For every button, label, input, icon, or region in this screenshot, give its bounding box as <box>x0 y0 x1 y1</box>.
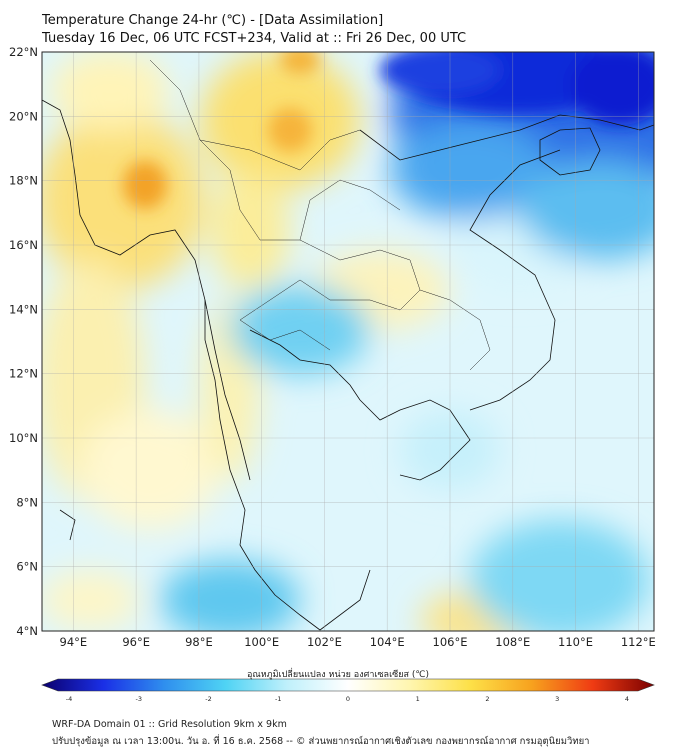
lat-tick-label: 8°N <box>16 495 38 509</box>
lon-tick-label: 112°E <box>621 635 656 649</box>
lon-tick-label: 108°E <box>495 635 530 649</box>
coastlines <box>42 99 654 631</box>
colorbar-tick-label: 1 <box>416 695 420 703</box>
lon-tick-label: 104°E <box>370 635 405 649</box>
colorbar: -4 -3 -2 -1 0 1 2 3 4 <box>41 678 655 703</box>
lat-tick-label: 10°N <box>9 431 38 445</box>
footer-model-info: WRF-DA Domain 01 :: Grid Resolution 9km … <box>52 719 287 730</box>
lon-tick-label: 96°E <box>122 635 150 649</box>
colorbar-tick-label: 2 <box>485 695 489 703</box>
admin-borders <box>149 59 491 371</box>
lat-tick-label: 14°N <box>9 302 38 316</box>
lon-tick-label: 100°E <box>244 635 279 649</box>
chart-subtitle: Tuesday 16 Dec, 06 UTC FCST+234, Valid a… <box>42 31 467 46</box>
lon-tick-label: 94°E <box>60 635 88 649</box>
lat-tick-label: 12°N <box>9 367 38 381</box>
colorbar-tick-label: -2 <box>205 695 211 703</box>
lat-tick-label: 4°N <box>16 624 38 638</box>
lat-tick-label: 16°N <box>9 238 38 252</box>
lat-tick-label: 6°N <box>16 560 38 574</box>
colorbar-title: อุณหภูมิเปลี่ยนแปลง หน่วย องศาเซลเซียส (… <box>246 670 430 680</box>
colorbar-tick-label: -1 <box>275 695 281 703</box>
colorbar-tick-label: -4 <box>66 695 72 703</box>
chart-title: Temperature Change 24-hr (℃) - [Data Ass… <box>42 13 384 28</box>
lon-tick-label: 106°E <box>433 635 468 649</box>
lat-tick-label: 18°N <box>9 174 38 188</box>
gridlines <box>42 52 654 631</box>
colorbar-tick-label: 3 <box>555 695 559 703</box>
temperature-field <box>42 52 654 631</box>
lat-tick-label: 22°N <box>9 45 38 59</box>
lat-tick-label: 20°N <box>9 109 38 123</box>
lon-tick-label: 110°E <box>558 635 593 649</box>
footer-credit: ปรับปรุงข้อมูล ณ เวลา 13:00น. วัน อ. ที่… <box>52 736 590 747</box>
colorbar-tick-label: 0 <box>346 695 350 703</box>
colorbar-tick-label: -3 <box>136 695 142 703</box>
lon-tick-label: 102°E <box>307 635 342 649</box>
colorbar-tick-label: 4 <box>625 695 629 703</box>
lon-tick-label: 98°E <box>185 635 213 649</box>
map-frame <box>41 51 655 632</box>
